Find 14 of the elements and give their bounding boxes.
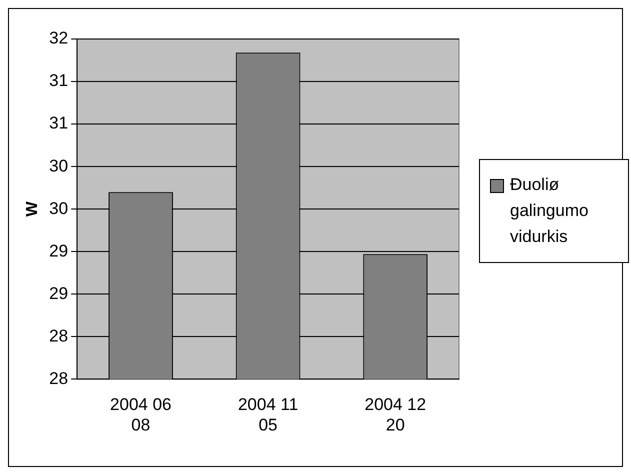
y-tick-label: 28 <box>49 326 68 346</box>
y-tick-label: 28 <box>49 368 68 388</box>
y-tick-label: 30 <box>49 198 68 218</box>
y-tick-label: 31 <box>49 114 68 133</box>
x-tick-label: 2004 12 20 <box>364 395 426 434</box>
x-tick-label: 2004 11 05 <box>238 395 298 434</box>
y-axis-title: W <box>24 200 42 217</box>
y-tick-label: 32 <box>49 28 68 48</box>
y-tick-label: 29 <box>49 284 68 303</box>
y-tick-label: 31 <box>49 71 68 90</box>
x-tick-label: 2004 06 08 <box>110 395 172 434</box>
y-tick-label: 29 <box>49 241 68 260</box>
y-tick-label: 30 <box>49 156 68 176</box>
legend-label: Ðuoliø galingumo vidurkis <box>510 174 590 248</box>
